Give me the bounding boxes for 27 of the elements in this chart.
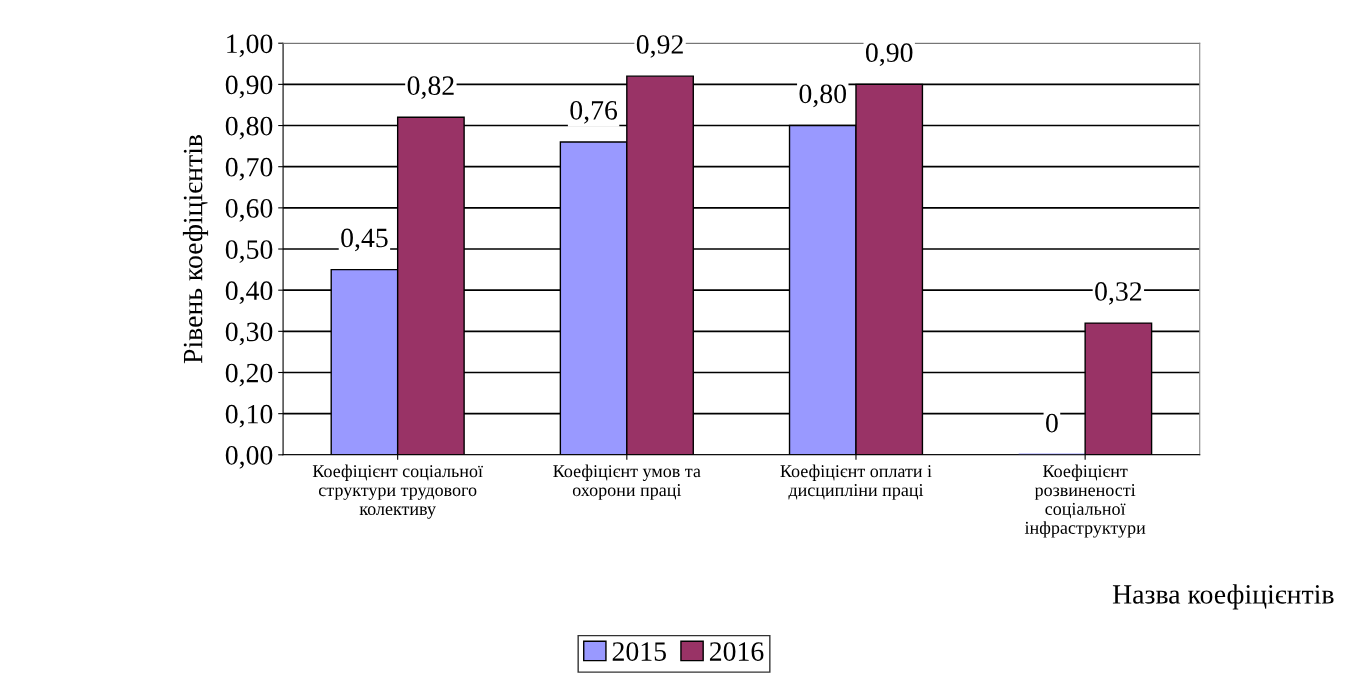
y-axis-title: Рівень коефіцієнтів [182, 134, 209, 364]
y-tick-label: 0,70 [225, 157, 273, 181]
y-tick-label: 0,30 [225, 322, 273, 346]
x-tick-label: Коефіцієнт умов та охорони праці [553, 464, 701, 500]
y-tick-label: 0,60 [225, 199, 273, 222]
y-tick-label: 0,90 [225, 75, 273, 99]
legend-label: 2015 [612, 642, 666, 661]
y-tick-label: 0,00 [225, 445, 273, 469]
data-label: 0,92 [636, 35, 683, 58]
x-tick-label: Коефіцієнт соціальної структури трудового колективу [312, 464, 483, 519]
y-tick-label: 0,10 [225, 404, 273, 428]
data-label: 0,32 [1095, 282, 1142, 305]
y-tick-label: 1,00 [227, 34, 273, 58]
y-tick-label: 0,50 [225, 240, 273, 263]
data-label: 0,82 [407, 76, 454, 99]
data-label: 0,45 [341, 228, 388, 252]
x-axis-title: Назва коефіцієнтів [1112, 584, 1334, 610]
x-tick-label: Коефіцієнт оплати і дисципліни праці [780, 464, 932, 500]
data-label: 0,90 [865, 43, 913, 67]
y-tick-label: 0,40 [225, 281, 273, 305]
y-tick-label: 0,80 [225, 116, 273, 140]
data-label: 0,80 [799, 84, 846, 108]
data-label: 0,76 [570, 100, 618, 124]
data-label: 0 [1046, 413, 1058, 433]
x-tick-label: Коефіцієнт розвиненості соціальної інфраструктури [1024, 464, 1146, 538]
legend-label: 2016 [709, 642, 764, 661]
y-tick-label: 0,20 [225, 363, 273, 387]
